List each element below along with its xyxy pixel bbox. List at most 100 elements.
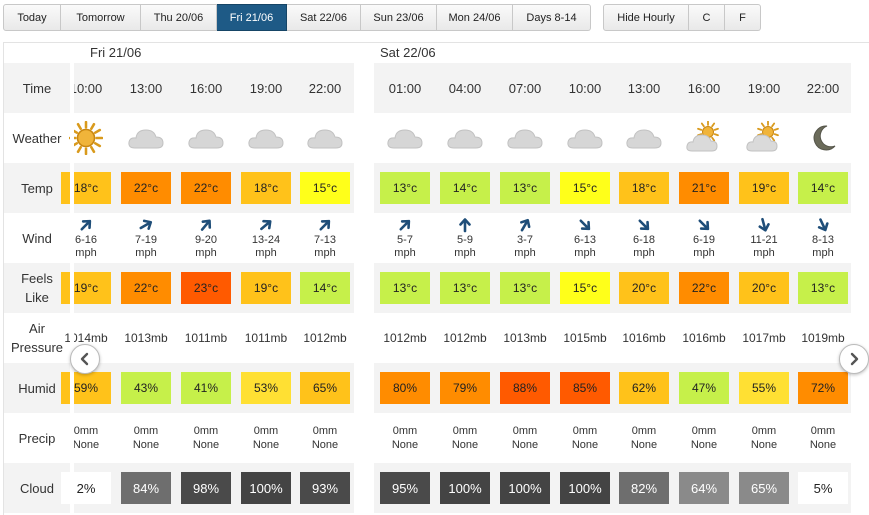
tab-fri-21-06[interactable]: Fri 21/06 [217, 4, 287, 31]
wind-direction-icon [78, 217, 94, 233]
feels-like-value: 13°c [440, 272, 490, 304]
tab-thu-20-06[interactable]: Thu 20/06 [141, 4, 217, 31]
precip-description: None [571, 439, 599, 451]
feels-like-value: 13°c [380, 272, 430, 304]
wind-speed: 13-24 [251, 234, 281, 246]
tab-sun-23-06[interactable]: Sun 23/06 [361, 4, 437, 31]
wind-direction-icon [317, 217, 333, 233]
temp-value: 14°c [440, 172, 490, 204]
temp-value: 14°c [798, 172, 848, 204]
cloud-cover-value: 98% [181, 472, 231, 504]
precip-description: None [72, 439, 100, 451]
feels-like-value: 19°c [61, 272, 111, 304]
hour-time: 07:00 [508, 80, 542, 96]
hour-time: 10:00 [69, 80, 103, 96]
precip-amount: 0mm [452, 425, 478, 437]
temp-value: 18°c [61, 172, 111, 204]
cloud-cover-value: 65% [739, 472, 789, 504]
wind-speed: 6-16 [74, 234, 98, 246]
cloud-cover-value: 93% [300, 472, 350, 504]
wind-direction-icon [815, 217, 831, 233]
humidity-value: 41% [181, 372, 231, 404]
precip-amount: 0mm [810, 425, 836, 437]
precip-description: None [809, 439, 837, 451]
tab-mon-24-06[interactable]: Mon 24/06 [437, 4, 513, 31]
cloud-cover-value: 100% [560, 472, 610, 504]
temp-value: 18°c [241, 172, 291, 204]
wind-unit: mph [75, 247, 97, 259]
precip-amount: 0mm [253, 425, 279, 437]
hide-hourly-button[interactable]: Hide Hourly [603, 4, 689, 31]
chevron-right-icon [850, 352, 859, 366]
scroll-right-button[interactable] [839, 344, 869, 374]
air-pressure-value: 1012mb [303, 331, 347, 345]
precip-description: None [630, 439, 658, 451]
humidity-value: 53% [241, 372, 291, 404]
temp-value: 22°c [181, 172, 231, 204]
cloud-cover-value: 5% [798, 472, 848, 504]
air-pressure-value: 1013mb [503, 331, 547, 345]
wind-direction-icon [457, 217, 473, 233]
precip-description: None [252, 439, 280, 451]
wind-direction-icon [696, 217, 712, 233]
celsius-button[interactable]: C [689, 4, 725, 31]
row-label-humid: Humid [18, 380, 56, 396]
air-pressure-value: 1011mb [244, 331, 288, 345]
row-label-pressure-line1: Air [29, 321, 45, 336]
tab-tomorrow[interactable]: Tomorrow [61, 4, 141, 31]
feels-like-value: 13°c [798, 272, 848, 304]
feels-like-value: 20°c [619, 272, 669, 304]
moon-icon [799, 113, 847, 163]
humidity-value: 65% [300, 372, 350, 404]
wind-direction-icon [517, 217, 533, 233]
sun-cloud-icon [680, 113, 728, 163]
wind-speed: 5-9 [457, 234, 473, 246]
wind-unit: mph [693, 247, 715, 259]
hour-time: 16:00 [687, 80, 721, 96]
hour-time: 13:00 [129, 80, 163, 96]
temp-value: 15°c [560, 172, 610, 204]
day-heading: Sat 22/06 [380, 45, 436, 60]
time-row-band [4, 63, 354, 113]
forecast-panel [3, 42, 869, 515]
precip-amount: 0mm [73, 425, 99, 437]
feels-like-value: 22°c [121, 272, 171, 304]
precip-description: None [690, 439, 718, 451]
wind-direction-icon [198, 217, 214, 233]
row-label-feels-line2: Like [25, 290, 49, 305]
cloud-icon [381, 113, 429, 163]
temp-value: 22°c [121, 172, 171, 204]
row-label-pressure-line2: Pressure [10, 340, 64, 355]
air-pressure-value: 1016mb [682, 331, 726, 345]
tab-days-8-14[interactable]: Days 8-14 [513, 4, 591, 31]
wind-speed: 7-19 [134, 234, 158, 246]
humidity-value: 88% [500, 372, 550, 404]
tab-today[interactable]: Today [3, 4, 61, 31]
temp-value: 15°c [300, 172, 350, 204]
wind-direction-icon [138, 217, 154, 233]
precip-amount: 0mm [691, 425, 717, 437]
wind-speed: 3-7 [517, 234, 533, 246]
wind-speed: 8-13 [811, 234, 835, 246]
air-pressure-value: 1012mb [383, 331, 427, 345]
temp-value: 19°c [739, 172, 789, 204]
cloud-cover-value: 100% [440, 472, 490, 504]
air-pressure-value: 1017mb [742, 331, 786, 345]
tab-sat-22-06[interactable]: Sat 22/06 [287, 4, 361, 31]
wind-unit: mph [255, 247, 277, 259]
wind-unit: mph [394, 247, 416, 259]
feels-like-value: 13°c [500, 272, 550, 304]
precip-amount: 0mm [312, 425, 338, 437]
temp-value: 21°c [679, 172, 729, 204]
feels-like-value: 19°c [241, 272, 291, 304]
wind-unit: mph [135, 247, 157, 259]
fahrenheit-button[interactable]: F [725, 4, 761, 31]
humidity-value: 59% [61, 372, 111, 404]
row-label-wind: Wind [22, 230, 52, 246]
hour-time: 19:00 [249, 80, 283, 96]
cloud-cover-value: 82% [619, 472, 669, 504]
precip-amount: 0mm [133, 425, 159, 437]
air-pressure-value: 1012mb [443, 331, 487, 345]
row-label-feels-line1: Feels [21, 271, 53, 286]
scroll-left-button[interactable] [70, 344, 100, 374]
